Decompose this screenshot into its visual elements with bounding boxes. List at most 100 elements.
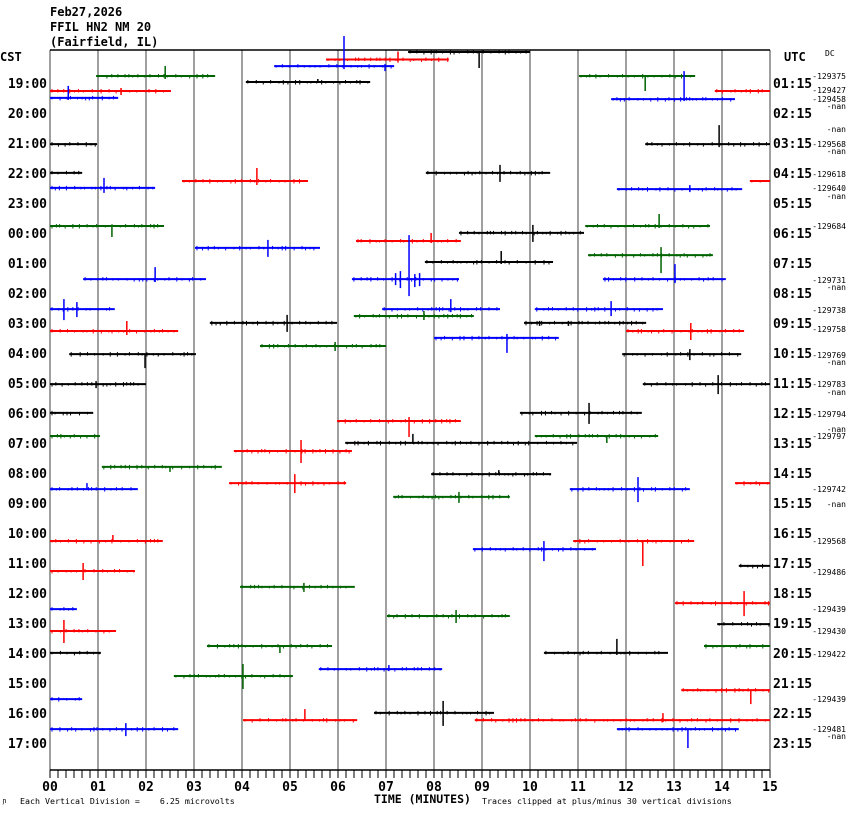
trace-black <box>524 320 647 326</box>
trace-green <box>585 214 710 229</box>
trace-green <box>173 664 293 689</box>
cst-time-label: 12:00 <box>7 587 47 602</box>
cst-time-label: 05:00 <box>7 377 47 392</box>
utc-time-label: 08:15 <box>773 287 813 302</box>
dc-value: -nan <box>826 425 846 434</box>
dc-value: -129427 <box>812 86 846 95</box>
dc-value: -129640 <box>812 184 846 193</box>
trace-green <box>353 311 474 320</box>
dc-value: -129439 <box>812 605 846 614</box>
right-axis-label: UTC <box>784 50 806 64</box>
dc-value: -129731 <box>812 276 846 285</box>
trace-blue <box>50 299 115 321</box>
trace-black <box>374 700 494 726</box>
clip-note: Traces clipped at plus/minus 30 vertical… <box>482 796 732 806</box>
trace-black <box>738 563 770 569</box>
cst-time-label: 22:00 <box>7 167 47 182</box>
cst-time-label: 03:00 <box>7 317 47 332</box>
trace-red <box>474 713 770 723</box>
utc-time-label: 01:15 <box>773 77 813 92</box>
trace-green <box>588 247 713 274</box>
trace-red <box>681 688 770 705</box>
trace-blue <box>382 299 500 313</box>
x-tick-label: 02 <box>138 780 154 795</box>
x-tick-label: 12 <box>618 780 634 795</box>
trace-green <box>393 491 510 503</box>
dc-value: -129568 <box>812 537 846 546</box>
x-tick-label: 01 <box>90 780 106 795</box>
utc-time-label: 07:15 <box>773 257 813 272</box>
dc-value: -129568 <box>812 140 846 149</box>
x-tick-label: 14 <box>714 780 730 795</box>
dc-value: -129738 <box>812 306 846 315</box>
dc-value: -129458 <box>812 95 846 104</box>
cst-time-label: 06:00 <box>7 407 47 422</box>
station-location: (Fairfield, IL) <box>50 35 159 49</box>
utc-time-label: 17:15 <box>773 557 813 572</box>
cst-time-label: 04:00 <box>7 347 47 362</box>
utc-time-label: 03:15 <box>773 137 813 152</box>
trace-black <box>50 142 98 147</box>
trace-red <box>50 535 163 544</box>
trace-black <box>50 650 101 656</box>
trace-black <box>622 349 742 361</box>
trace-green <box>578 74 696 91</box>
trace-red <box>229 474 347 494</box>
station-name: FFIL HN2 NM 20 <box>50 20 152 34</box>
utc-time-label: 04:15 <box>773 167 813 182</box>
utc-time-label: 10:15 <box>773 347 813 362</box>
x-axis-title: TIME (MINUTES) <box>374 792 471 806</box>
trace-blue <box>616 727 739 749</box>
trace-black <box>519 402 642 424</box>
trace-red <box>734 481 770 486</box>
dc-value: -nan <box>826 192 846 201</box>
cst-time-label: 21:00 <box>7 137 47 152</box>
trace-blue <box>616 185 743 193</box>
utc-time-label: 11:15 <box>773 377 813 392</box>
trace-red <box>573 539 695 566</box>
dc-value: -129481 <box>812 725 846 734</box>
trace-blue <box>434 333 559 353</box>
utc-time-label: 22:15 <box>773 707 813 722</box>
trace-green <box>96 66 216 79</box>
trace-red <box>242 709 358 723</box>
cst-time-label: 14:00 <box>7 647 47 662</box>
trace-green <box>534 434 659 443</box>
x-tick-label: 11 <box>570 780 586 795</box>
cst-time-label: 20:00 <box>7 107 47 122</box>
utc-time-label: 02:15 <box>773 107 813 122</box>
trace-black <box>425 164 551 182</box>
cst-time-label: 23:00 <box>7 197 47 212</box>
logo-icon: ɲ <box>2 797 7 805</box>
trace-red <box>326 51 449 63</box>
cst-time-label: 02:00 <box>7 287 47 302</box>
trace-black <box>458 224 584 242</box>
grid <box>49 49 771 770</box>
trace-green <box>50 224 164 237</box>
dc-value: -129375 <box>812 72 846 81</box>
cst-time-label: 01:00 <box>7 257 47 272</box>
utc-time-label: 13:15 <box>773 437 813 452</box>
x-tick-label: 00 <box>42 780 58 795</box>
trace-blue <box>569 477 690 503</box>
cst-time-label: 16:00 <box>7 707 47 722</box>
x-tick-label: 08 <box>426 780 442 795</box>
scale-note: Each Vertical Division = 6.25 microvolts <box>20 796 235 806</box>
trace-black <box>50 410 94 416</box>
dc-value: -129769 <box>812 351 846 360</box>
trace-red <box>674 591 770 617</box>
chart-date: Feb27,2026 <box>50 5 123 19</box>
trace-red <box>50 563 135 580</box>
trace-black <box>345 433 578 446</box>
trace-blue <box>50 177 156 193</box>
traces <box>50 36 770 749</box>
utc-time-label: 15:15 <box>773 497 813 512</box>
dc-value: -129794 <box>812 410 846 419</box>
x-tick-label: 10 <box>522 780 538 795</box>
utc-time-label: 14:15 <box>773 467 813 482</box>
dc-value: -129758 <box>812 325 846 334</box>
trace-black <box>543 638 668 656</box>
utc-time-label: 21:15 <box>773 677 813 692</box>
utc-time-label: 18:15 <box>773 587 813 602</box>
